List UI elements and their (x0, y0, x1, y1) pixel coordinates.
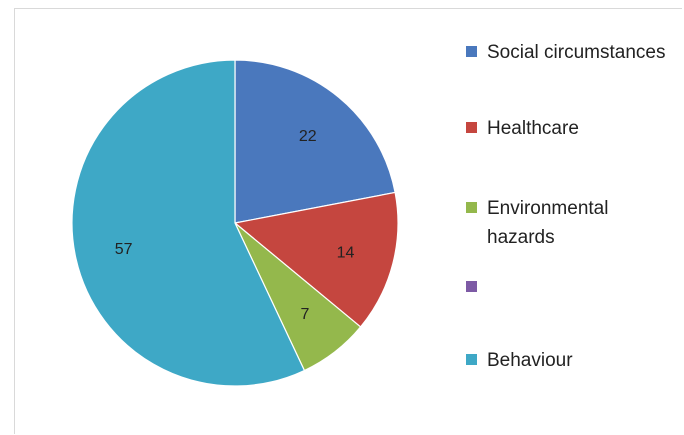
legend-item-unlabeled (466, 275, 677, 292)
legend-swatch-unlabeled (466, 281, 477, 292)
legend-swatch-behaviour (466, 354, 477, 365)
legend-swatch-social-circumstances (466, 46, 477, 57)
legend-label-social-circumstances: Social circumstances (487, 42, 666, 63)
pie-slice-healthcare (233, 191, 399, 328)
legend-item-behaviour: Behaviour (466, 348, 677, 375)
legend-label-environmental-hazards: Environmental hazards (487, 198, 609, 248)
legend-label-healthcare: Healthcare (487, 118, 579, 139)
data-label-environmental-hazards: 7 (300, 306, 309, 323)
data-label-social-circumstances: 22 (299, 128, 317, 145)
legend-item-environmental-hazards: Environmental hazards (466, 196, 637, 252)
legend-label-behaviour: Behaviour (487, 350, 573, 371)
legend-swatch-environmental-hazards (466, 202, 477, 213)
data-label-healthcare: 14 (337, 244, 355, 261)
pie-slice-social-circumstances (234, 59, 396, 224)
pie-slice-behaviour (71, 59, 306, 387)
legend-item-healthcare: Healthcare (466, 116, 677, 143)
data-label-behaviour: 57 (115, 241, 133, 258)
legend-item-social-circumstances: Social circumstances (466, 40, 677, 67)
legend-swatch-healthcare (466, 122, 477, 133)
